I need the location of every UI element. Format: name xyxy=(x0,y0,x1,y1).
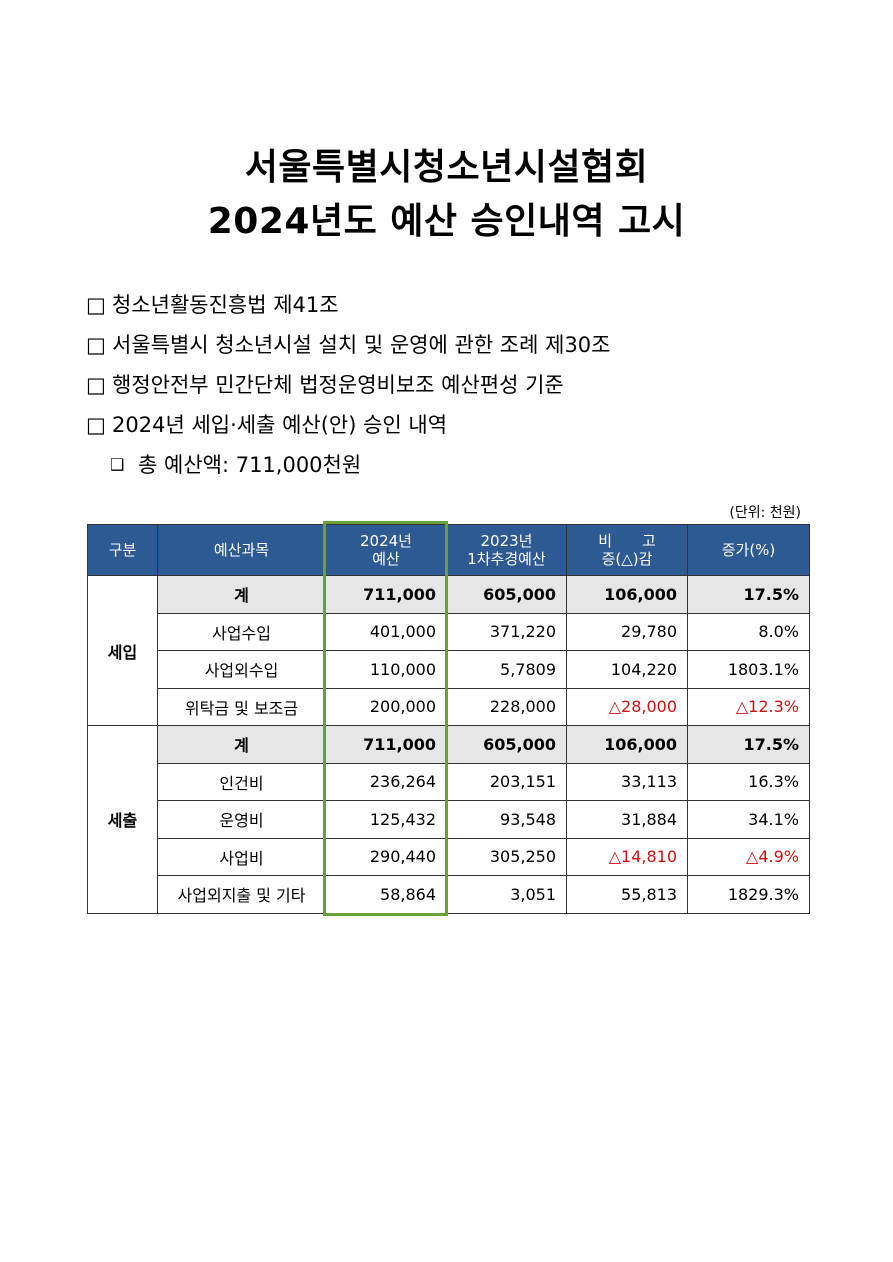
group-expense: 세출 xyxy=(87,725,158,914)
list-item: □ 2024년 세입·세출 예산(안) 승인 내역 xyxy=(86,410,611,450)
budget-diff: 106,000 xyxy=(566,575,688,614)
sub-list-item: ❑ 총 예산액: 711,000천원 xyxy=(86,450,611,490)
budget-2024: 401,000 xyxy=(325,612,447,651)
budget-rate: 1803.1% xyxy=(687,650,810,689)
budget-diff: 31,884 xyxy=(566,800,688,839)
budget-2024: 200,000 xyxy=(325,687,447,726)
budget-2024: 236,264 xyxy=(325,762,447,801)
budget-diff: 33,113 xyxy=(566,762,688,801)
list-item-text: 청소년활동진흥법 제41조 xyxy=(112,293,339,317)
account-name: 계 xyxy=(157,725,326,764)
budget-rate: 16.3% xyxy=(687,762,810,801)
budget-2023: 605,000 xyxy=(446,575,567,614)
account-name: 사업비 xyxy=(157,837,326,876)
list-item: □ 청소년활동진흥법 제41조 xyxy=(86,290,611,330)
budget-2023: 605,000 xyxy=(446,725,567,764)
budget-diff: △14,810 xyxy=(566,837,688,876)
header-2023: 2023년 1차추경예산 xyxy=(446,524,567,576)
table-row: 위탁금 및 보조금 200,000 228,000 △28,000 △12.3% xyxy=(88,687,810,726)
budget-diff: △28,000 xyxy=(566,687,688,726)
budget-2024: 58,864 xyxy=(325,875,447,914)
budget-rate: 34.1% xyxy=(687,800,810,839)
budget-rate: △12.3% xyxy=(687,687,810,726)
budget-2024: 711,000 xyxy=(325,725,447,764)
budget-2023: 93,548 xyxy=(446,800,567,839)
list-item-text: 2024년 세입·세출 예산(안) 승인 내역 xyxy=(112,413,448,437)
account-name: 사업수입 xyxy=(157,612,326,651)
list-item: □ 서울특별시 청소년시설 설치 및 운영에 관한 조례 제30조 xyxy=(86,330,611,370)
table-row: 세입 계 711,000 605,000 106,000 17.5% xyxy=(87,575,810,726)
header-account: 예산과목 xyxy=(157,524,326,576)
table-row: 인건비 236,264 203,151 33,113 16.3% xyxy=(88,762,810,801)
document-title-line2: 2024년도 예산 승인내역 고시 xyxy=(207,201,686,242)
budget-diff: 104,220 xyxy=(566,650,688,689)
checkbox-square-icon: □ xyxy=(86,333,106,357)
budget-rate: 17.5% xyxy=(687,725,810,764)
budget-2023: 3,051 xyxy=(446,875,567,914)
total-budget-text: 총 예산액: 711,000천원 xyxy=(138,453,362,477)
budget-2024: 110,000 xyxy=(325,650,447,689)
account-name: 위탁금 및 보조금 xyxy=(157,687,326,726)
account-name: 인건비 xyxy=(157,762,326,801)
budget-2023: 371,220 xyxy=(446,612,567,651)
table-row: 운영비 125,432 93,548 31,884 34.1% xyxy=(88,800,810,839)
table-row: 세출 계 711,000 605,000 106,000 17.5% xyxy=(87,725,810,914)
budget-2023: 305,250 xyxy=(446,837,567,876)
account-name: 사업외수입 xyxy=(157,650,326,689)
budget-rate: 17.5% xyxy=(687,575,810,614)
budget-rate: △4.9% xyxy=(687,837,810,876)
table-row: 사업외지출 및 기타 58,864 3,051 55,813 1829.3% xyxy=(88,875,810,914)
list-item-text: 서울특별시 청소년시설 설치 및 운영에 관한 조례 제30조 xyxy=(112,333,611,357)
table-row: 사업비 290,440 305,250 △14,810 △4.9% xyxy=(88,837,810,876)
budget-2024: 290,440 xyxy=(325,837,447,876)
basis-list: □ 청소년활동진흥법 제41조 □ 서울특별시 청소년시설 설치 및 운영에 관한 … xyxy=(86,290,611,490)
budget-2024: 125,432 xyxy=(325,800,447,839)
budget-2023: 5,7809 xyxy=(446,650,567,689)
table-row: 사업수입 401,000 371,220 29,780 8.0% xyxy=(88,612,810,651)
budget-diff: 29,780 xyxy=(566,612,688,651)
table-header-row: 구분 예산과목 2024년 예산 2023년 1차추경예산 비 고 증(△)감 증가(… xyxy=(87,524,810,576)
budget-table: 구분 예산과목 2024년 예산 2023년 1차추경예산 비 고 증(△)감 증가(… xyxy=(87,524,810,914)
header-2024: 2024년 예산 xyxy=(325,524,447,576)
list-item-text: 행정안전부 민간단체 법정운영비보조 예산편성 기준 xyxy=(112,373,564,397)
checkbox-square-icon: □ xyxy=(86,293,106,317)
budget-2023: 203,151 xyxy=(446,762,567,801)
budget-2024: 711,000 xyxy=(325,575,447,614)
budget-rate: 8.0% xyxy=(687,612,810,651)
checkbox-square-icon: □ xyxy=(86,413,106,437)
account-name: 운영비 xyxy=(157,800,326,839)
list-item: □ 행정안전부 민간단체 법정운영비보조 예산편성 기준 xyxy=(86,370,611,410)
account-name: 사업외지출 및 기타 xyxy=(157,875,326,914)
checkbox-square-icon: □ xyxy=(86,373,106,397)
table-row: 사업외수입 110,000 5,7809 104,220 1803.1% xyxy=(88,650,810,689)
shadowed-square-icon: ❑ xyxy=(110,455,125,474)
unit-label: (단위: 천원) xyxy=(729,505,801,521)
budget-diff: 55,813 xyxy=(566,875,688,914)
document-title-line1: 서울특별시청소년시설협회 xyxy=(244,147,649,188)
budget-2023: 228,000 xyxy=(446,687,567,726)
header-rate: 증가(%) xyxy=(687,524,810,576)
header-diff: 비 고 증(△)감 xyxy=(566,524,688,576)
group-income: 세입 xyxy=(87,575,158,726)
account-name: 계 xyxy=(157,575,326,614)
budget-rate: 1829.3% xyxy=(687,875,810,914)
header-group: 구분 xyxy=(87,524,158,576)
budget-diff: 106,000 xyxy=(566,725,688,764)
